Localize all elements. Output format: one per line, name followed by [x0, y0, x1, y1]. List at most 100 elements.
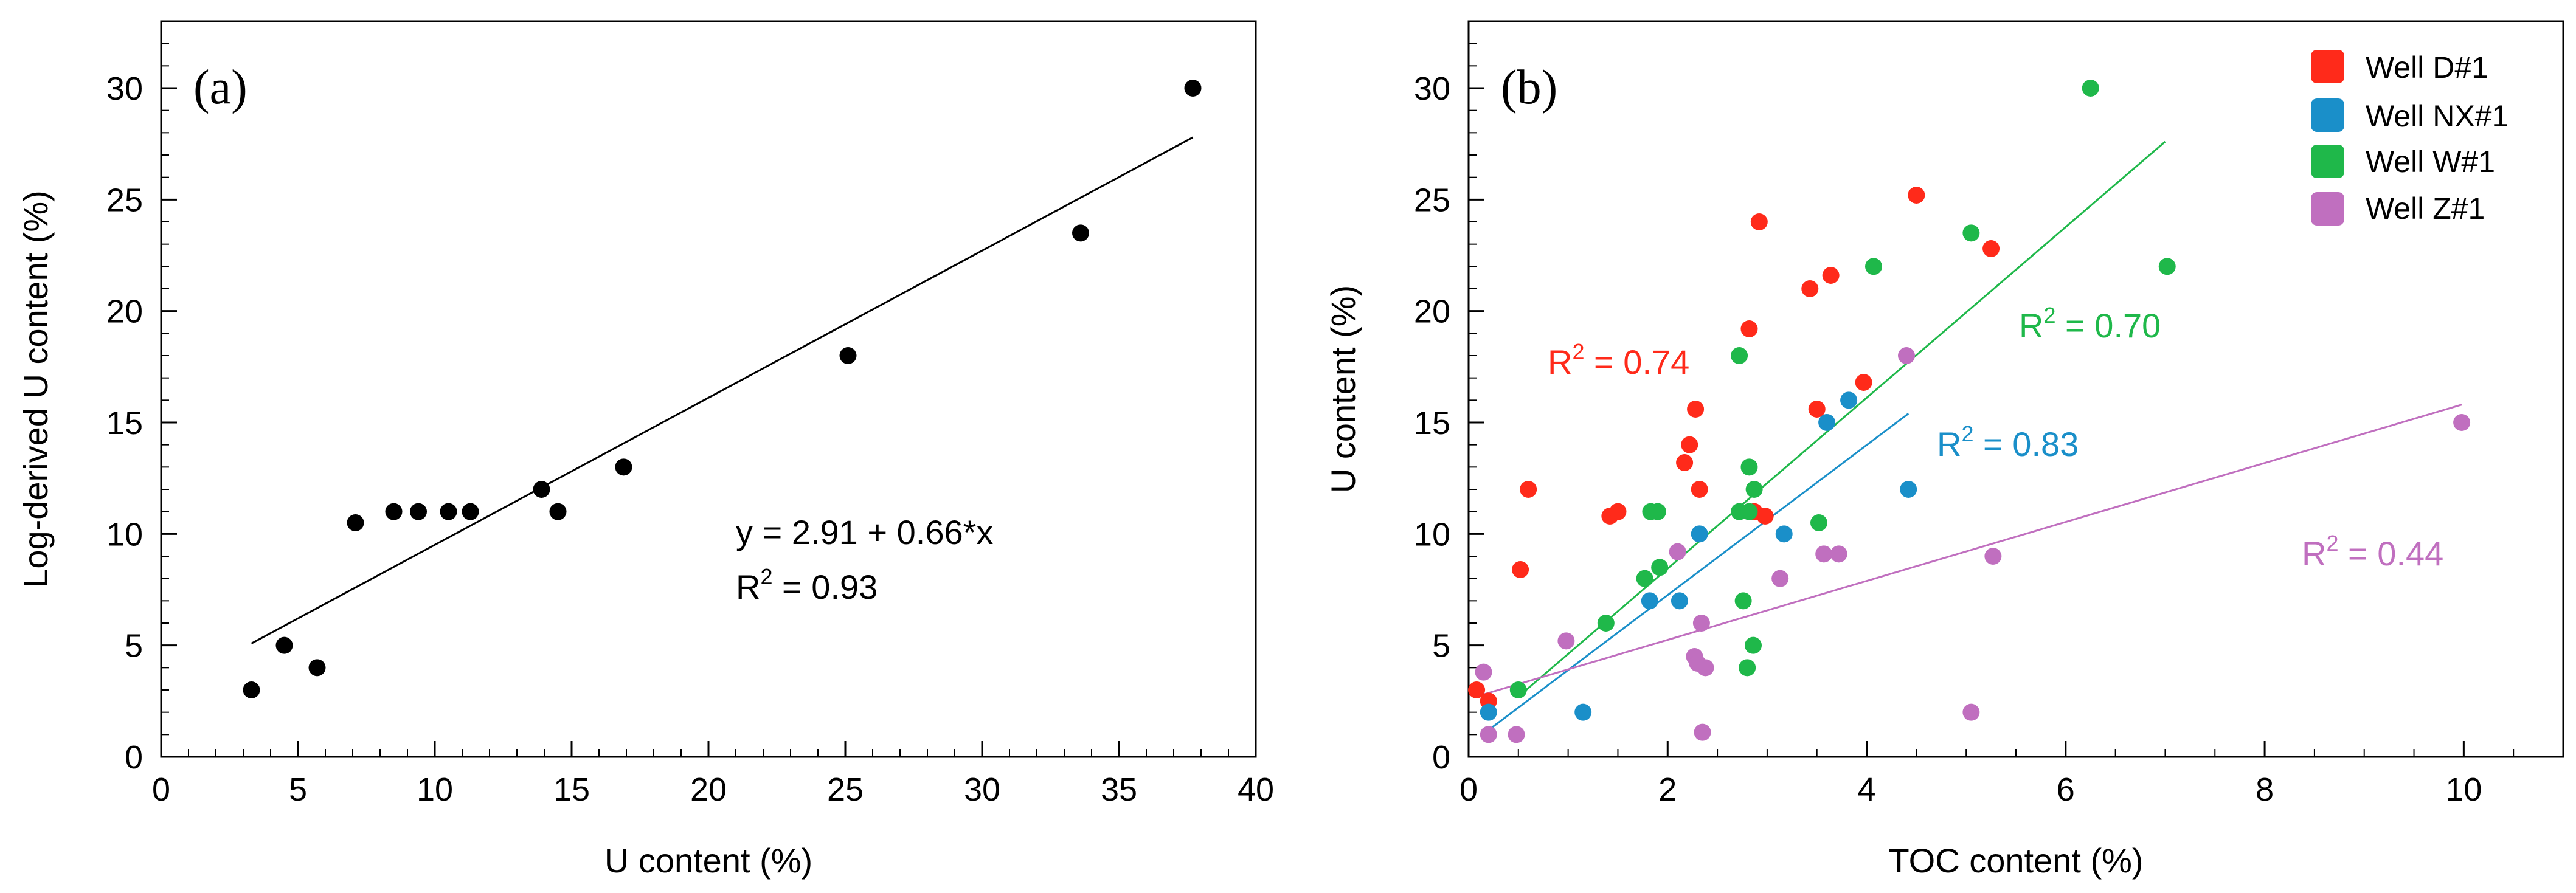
r2-label-well-d1: R2 = 0.74 — [1548, 339, 1689, 381]
legend-swatch-well-w1 — [2311, 145, 2344, 178]
data-point-well-z-1 — [1898, 347, 1915, 364]
data-point-well-z-1 — [1694, 723, 1711, 741]
data-point-well-w-1 — [1597, 615, 1615, 632]
data-point-samples — [839, 347, 857, 364]
data-point-well-w-1 — [1740, 458, 1758, 476]
legend-swatch-well-z1 — [2311, 192, 2344, 226]
legend: Well D#1 Well NX#1 Well W#1 Well Z#1 — [2311, 50, 2508, 226]
data-point-samples — [410, 503, 427, 520]
data-point-well-d-1 — [1822, 267, 1840, 284]
data-point-samples — [462, 503, 479, 520]
data-point-well-nx-1 — [1691, 525, 1708, 543]
legend-label-well-w1: Well W#1 — [2366, 145, 2495, 179]
b-x-tick-label: 8 — [2256, 771, 2274, 808]
data-point-well-nx-1 — [1840, 391, 1858, 409]
data-point-well-z-1 — [1815, 545, 1833, 563]
data-point-well-z-1 — [1508, 726, 1525, 743]
b-x-tick-label: 6 — [2057, 771, 2075, 808]
data-point-well-w-1 — [2082, 80, 2099, 97]
data-point-well-w-1 — [1636, 570, 1653, 587]
fit-line-well-z-1 — [1483, 404, 2462, 695]
legend-label-well-z1: Well Z#1 — [2366, 191, 2485, 226]
data-point-well-d-1 — [1512, 561, 1529, 578]
data-point-samples — [440, 503, 457, 520]
data-point-well-z-1 — [1557, 632, 1575, 650]
data-point-well-z-1 — [1475, 663, 1492, 681]
b-y-tick-label: 10 — [1414, 516, 1450, 553]
b-x-tick-label: 4 — [1858, 771, 1876, 808]
data-point-samples — [347, 514, 364, 531]
b-y-tick-label: 25 — [1414, 182, 1450, 218]
data-point-well-d-1 — [1691, 481, 1708, 498]
fit-line-well-nx-1 — [1487, 413, 1909, 731]
data-point-samples — [533, 481, 550, 498]
data-point-well-d-1 — [1687, 401, 1705, 418]
a-x-tick-label: 40 — [1238, 771, 1274, 808]
b-y-tick-label: 0 — [1432, 739, 1450, 776]
panel-b-chart: 0 2 4 6 8 10 0 5 10 15 20 25 30 (b) R2 = 0.74 R2 = 0… — [1324, 20, 2564, 880]
legend-label-well-nx1: Well NX#1 — [2366, 99, 2508, 133]
data-point-well-z-1 — [2453, 414, 2471, 431]
data-point-well-w-1 — [1740, 503, 1758, 520]
data-point-well-w-1 — [1739, 659, 1756, 677]
data-point-well-nx-1 — [1775, 525, 1793, 543]
data-point-samples — [243, 681, 260, 698]
panel-b-label: (b) — [1501, 61, 1557, 114]
data-point-well-z-1 — [1771, 570, 1789, 587]
data-point-well-w-1 — [2158, 258, 2176, 275]
data-point-samples — [549, 503, 567, 520]
data-point-samples — [1072, 224, 1089, 242]
data-point-well-w-1 — [1745, 636, 1762, 654]
a-x-tick-label: 15 — [553, 771, 590, 808]
a-x-tick-label: 20 — [690, 771, 727, 808]
b-x-tick-label: 0 — [1459, 771, 1478, 808]
data-point-well-w-1 — [1865, 258, 1882, 275]
panel-a-plot-frame — [160, 20, 1257, 758]
data-point-well-d-1 — [1468, 681, 1486, 698]
data-point-well-d-1 — [1681, 436, 1698, 453]
data-point-well-d-1 — [1676, 454, 1694, 471]
data-point-samples — [1184, 80, 1202, 97]
data-point-well-nx-1 — [1900, 481, 1917, 498]
legend-label-well-d1: Well D#1 — [2366, 50, 2488, 84]
fit-line-samples — [251, 136, 1194, 644]
panel-a-chart: 0 5 10 15 20 25 30 35 40 0 5 10 15 20 25 30 (a) y = 2.9… — [16, 20, 1274, 880]
data-point-well-d-1 — [1520, 481, 1537, 498]
a-y-tick-label: 30 — [106, 71, 143, 107]
a-y-tick-label: 20 — [106, 294, 143, 330]
data-point-samples — [275, 636, 293, 654]
panel-a-label: (a) — [193, 61, 248, 114]
data-point-well-d-1 — [1982, 240, 2000, 257]
data-point-well-nx-1 — [1818, 414, 1836, 431]
data-point-well-z-1 — [1692, 615, 1710, 632]
panel-a-equation: y = 2.91 + 0.66*x — [736, 513, 993, 551]
r2-label-well-nx1: R2 = 0.83 — [1937, 421, 2079, 463]
b-y-tick-label: 15 — [1414, 405, 1450, 441]
b-y-tick-label: 30 — [1414, 71, 1450, 107]
data-point-well-w-1 — [1649, 503, 1666, 520]
data-point-well-z-1 — [1480, 726, 1497, 743]
data-point-well-d-1 — [1609, 503, 1627, 520]
data-point-well-w-1 — [1962, 224, 1980, 242]
data-point-well-d-1 — [1801, 280, 1819, 297]
data-point-well-w-1 — [1745, 481, 1763, 498]
data-point-well-nx-1 — [1574, 703, 1592, 721]
a-y-tick-label: 10 — [106, 516, 143, 553]
r2-label-well-z1: R2 = 0.44 — [2302, 531, 2443, 573]
data-point-well-z-1 — [1697, 659, 1714, 677]
data-point-well-z-1 — [1669, 543, 1686, 560]
b-x-tick-label: 2 — [1658, 771, 1677, 808]
data-point-well-d-1 — [1740, 320, 1758, 337]
data-point-well-d-1 — [1750, 213, 1768, 230]
a-x-tick-label: 0 — [152, 771, 170, 808]
a-y-tick-label: 0 — [125, 739, 143, 776]
a-y-tick-label: 5 — [125, 628, 143, 664]
data-point-well-nx-1 — [1641, 592, 1658, 610]
data-point-well-w-1 — [1509, 681, 1527, 698]
a-x-tick-label: 5 — [289, 771, 307, 808]
a-x-tick-label: 30 — [964, 771, 1000, 808]
data-point-well-w-1 — [1810, 514, 1827, 531]
data-point-well-z-1 — [1962, 703, 1980, 721]
data-point-well-nx-1 — [1671, 592, 1688, 610]
